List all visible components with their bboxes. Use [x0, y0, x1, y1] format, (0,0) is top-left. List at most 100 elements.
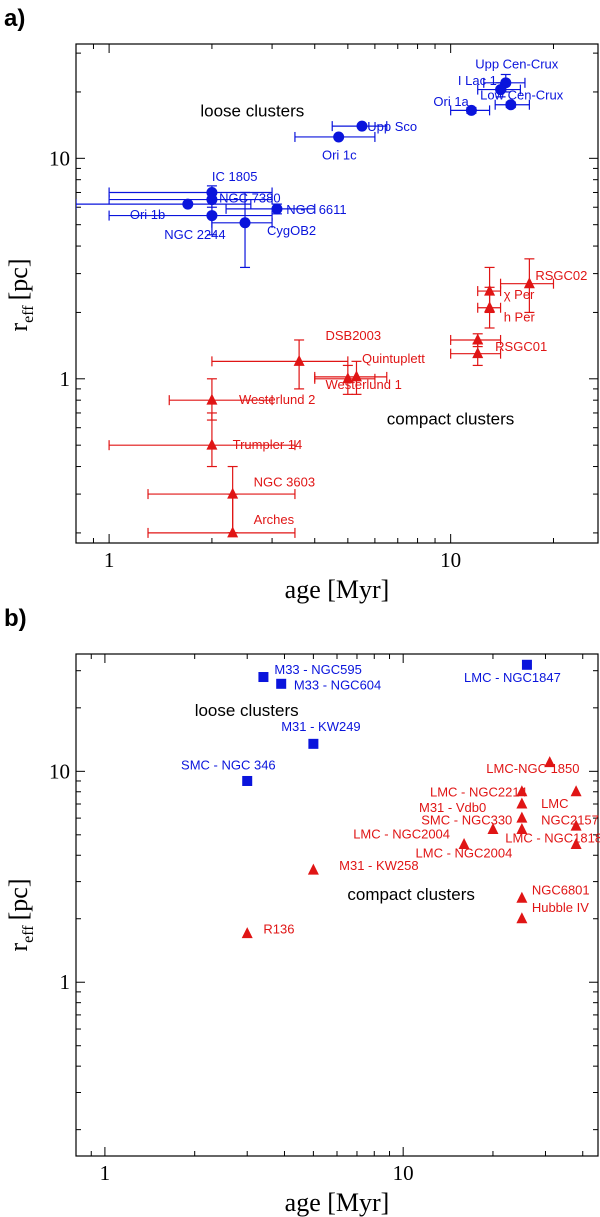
- data-point-square: [308, 738, 319, 749]
- data-label: LMC - NGC2214: [430, 784, 527, 799]
- data-label: NGC 2244: [164, 227, 225, 242]
- y-axis-label-part: r: [4, 323, 33, 332]
- data-label: Upp Cen-Crux: [475, 57, 559, 72]
- y-axis-label-part: r: [4, 943, 33, 952]
- series-triangle: [108, 258, 555, 538]
- series-square: [242, 659, 532, 786]
- panel-b-label: b): [4, 605, 27, 632]
- data-point-triangle: [206, 438, 218, 450]
- data-label: Westerlund 1: [325, 377, 401, 392]
- data-label: I Lac 1: [458, 73, 497, 88]
- data-point-square: [521, 659, 532, 670]
- panel-a-label: a): [4, 5, 25, 32]
- data-label: RSGC01: [495, 339, 547, 354]
- data-point-triangle: [342, 372, 354, 384]
- data-label: Ori 1a: [433, 94, 469, 109]
- data-point-triangle: [472, 347, 484, 359]
- data-label: Westerlund 2: [239, 392, 315, 407]
- data-point-triangle: [516, 891, 528, 903]
- data-point-triangle: [472, 333, 484, 345]
- data-label: DSB2003: [325, 328, 381, 343]
- region-annotation: loose clusters: [200, 101, 304, 120]
- data-label: Hubble IV: [532, 900, 589, 915]
- data-point-triangle: [516, 811, 528, 823]
- y-axis-label-part: [pc]: [4, 879, 33, 921]
- data-label: M31 - KW258: [339, 858, 418, 873]
- data-point-triangle: [523, 277, 535, 289]
- data-point-triangle: [570, 819, 582, 831]
- data-label: M33 - NGC604: [294, 677, 381, 692]
- region-annotation: compact clusters: [387, 410, 515, 429]
- data-point-triangle: [484, 301, 496, 313]
- data-label: NGC 7380: [219, 191, 280, 206]
- data-label: Trumpler 14: [233, 437, 303, 452]
- data-point-triangle: [516, 912, 528, 924]
- data-label: LMC - NGC1847: [464, 670, 561, 685]
- data-label: SMC - NGC330: [421, 812, 512, 827]
- y-axis-label: reff [pc]: [4, 879, 37, 952]
- data-label: Ori 1b: [130, 207, 165, 222]
- data-point-square: [276, 678, 287, 689]
- data-label: LMC - NGC2004: [416, 846, 513, 861]
- data-label: RSGC02: [535, 268, 587, 283]
- data-point-triangle: [516, 797, 528, 809]
- data-point-circle: [333, 131, 345, 143]
- y-tick-label: 1: [60, 367, 71, 391]
- x-tick-label: 1: [100, 1161, 111, 1185]
- data-point-triangle: [458, 837, 470, 849]
- data-point-triangle: [206, 393, 218, 405]
- data-point-triangle: [516, 785, 528, 797]
- y-axis-label-part: eff: [20, 925, 37, 943]
- data-label: Ori 1c: [322, 147, 357, 162]
- data-point-circle: [182, 198, 194, 210]
- data-label: M33 - NGC595: [274, 662, 361, 677]
- data-point-circle: [465, 104, 477, 116]
- data-label: CygOB2: [267, 223, 316, 238]
- y-tick-label: 10: [49, 146, 70, 170]
- data-point-circle: [271, 203, 283, 215]
- data-label: Quintuplett: [362, 351, 425, 366]
- data-point-triangle: [487, 822, 499, 834]
- data-label: NGC2157: [541, 812, 599, 827]
- data-label: LMC - NGC1818: [505, 830, 600, 845]
- data-point-triangle: [516, 822, 528, 834]
- data-point-square: [242, 775, 253, 786]
- data-point-circle: [239, 217, 251, 229]
- panel-a-chart: a) 1 10 1 10 age [Myr] reff [pc] loose clusters…: [4, 5, 599, 604]
- y-axis-label-part: eff: [20, 305, 37, 323]
- data-label: R136: [263, 922, 294, 937]
- series-triangle: [241, 756, 582, 939]
- data-point-triangle: [227, 487, 239, 499]
- data-label: NGC6801: [532, 883, 590, 898]
- data-label: LMC-NGC 1850: [486, 761, 579, 776]
- data-label: Low Cen-Crux: [480, 87, 564, 102]
- data-point-circle: [495, 84, 507, 96]
- data-label: NGC 6611: [286, 202, 346, 217]
- region-annotation: loose clusters: [195, 701, 299, 720]
- data-label: Arches: [254, 512, 295, 527]
- data-label: M31 - KW249: [281, 719, 360, 734]
- data-label: χ Per: [504, 287, 535, 302]
- data-label: SMC - NGC 346: [181, 758, 276, 773]
- data-label: LMC - NGC2004: [353, 827, 450, 842]
- data-label: M31 - Vdb0: [419, 800, 486, 815]
- x-axis-label: age [Myr]: [285, 1188, 390, 1217]
- data-point-circle: [206, 210, 218, 222]
- data-point-triangle: [544, 756, 556, 768]
- data-point-circle: [505, 99, 517, 111]
- data-label: Upp Sco: [367, 119, 417, 134]
- x-tick-label: 10: [440, 548, 461, 572]
- y-axis-label-part: [pc]: [4, 259, 33, 301]
- data-point-square: [258, 672, 269, 683]
- data-point-triangle: [227, 526, 239, 538]
- plot-frame: [75, 43, 599, 544]
- data-label: LMC: [541, 796, 568, 811]
- data-label: NGC 3603: [254, 474, 315, 489]
- series-circle: [76, 73, 530, 269]
